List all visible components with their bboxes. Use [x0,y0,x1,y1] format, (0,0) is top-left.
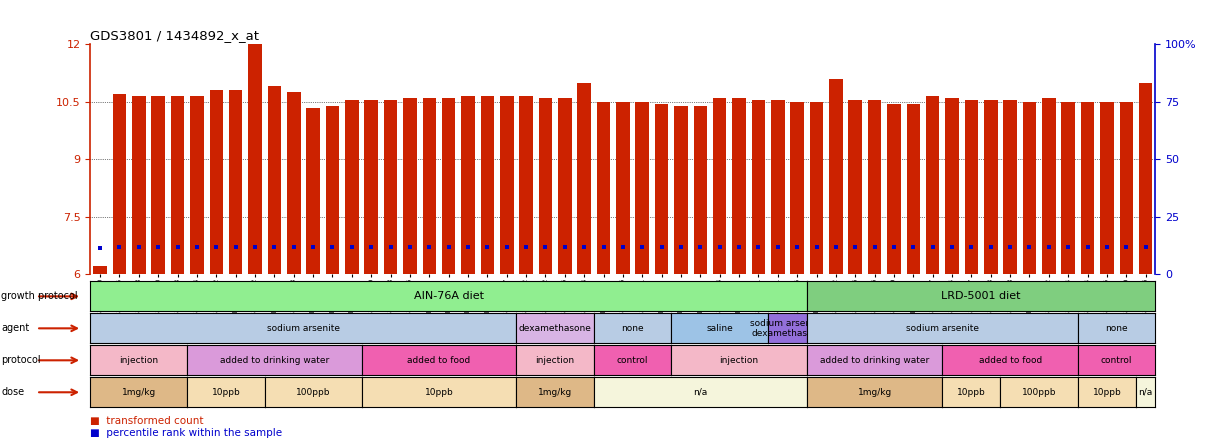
Text: control: control [616,356,649,365]
Bar [693,106,707,274]
Text: sodium arsenite,
dexamethasone: sodium arsenite, dexamethasone [750,319,825,338]
Bar [1061,102,1075,274]
Bar [984,100,997,274]
Text: sodium arsenite: sodium arsenite [906,324,979,333]
Bar [1138,83,1153,274]
Bar [829,79,843,274]
Text: injection: injection [720,356,759,365]
Bar [771,100,785,274]
Text: 1mg/kg: 1mg/kg [857,388,891,397]
Bar [171,96,185,274]
Bar [751,100,766,274]
Bar [578,83,591,274]
Text: n/a: n/a [1138,388,1153,397]
Text: dose: dose [1,387,24,397]
Bar [112,94,127,274]
Bar [403,98,417,274]
Text: growth protocol: growth protocol [1,291,78,301]
Bar [210,90,223,274]
Text: AIN-76A diet: AIN-76A diet [414,291,484,301]
Bar [326,106,339,274]
Bar [732,98,745,274]
Bar [965,100,978,274]
Text: GDS3801 / 1434892_x_at: GDS3801 / 1434892_x_at [90,29,259,42]
Bar [480,96,494,274]
Text: ■  transformed count: ■ transformed count [90,416,204,426]
Bar [809,102,824,274]
Bar [868,100,882,274]
Bar [1119,102,1134,274]
Text: added to drinking water: added to drinking water [219,356,329,365]
Bar [713,98,726,274]
Text: protocol: protocol [1,355,41,365]
Text: 10ppb: 10ppb [1093,388,1122,397]
Text: 10ppb: 10ppb [958,388,985,397]
Bar [1023,102,1036,274]
Text: 10ppb: 10ppb [425,388,453,397]
Bar [926,96,939,274]
Bar [907,104,920,274]
Bar [500,96,514,274]
Bar [946,98,959,274]
Bar [1100,102,1113,274]
Bar [287,92,300,274]
Bar [133,96,146,274]
Bar [268,87,281,274]
Bar [520,96,533,274]
Bar [441,98,456,274]
Text: 10ppb: 10ppb [211,388,240,397]
Bar [422,98,437,274]
Bar [248,44,262,274]
Bar [849,100,862,274]
Text: 1mg/kg: 1mg/kg [538,388,573,397]
Text: added to drinking water: added to drinking water [820,356,930,365]
Bar [191,96,204,274]
Bar [229,90,242,274]
Text: ■  percentile rank within the sample: ■ percentile rank within the sample [90,428,282,438]
Bar [616,102,630,274]
Bar [345,100,358,274]
Text: none: none [621,324,644,333]
Text: 1mg/kg: 1mg/kg [122,388,156,397]
Bar [558,98,572,274]
Bar [655,104,668,274]
Bar [539,98,552,274]
Text: injection: injection [119,356,158,365]
Bar [674,106,687,274]
Bar [364,100,377,274]
Text: LRD-5001 diet: LRD-5001 diet [942,291,1020,301]
Text: sodium arsenite: sodium arsenite [267,324,340,333]
Bar [597,102,610,274]
Bar [790,102,804,274]
Bar [888,104,901,274]
Text: control: control [1101,356,1132,365]
Text: injection: injection [535,356,575,365]
Bar [461,96,475,274]
Text: added to food: added to food [978,356,1042,365]
Text: added to food: added to food [408,356,470,365]
Bar [306,107,320,274]
Text: 100ppb: 100ppb [295,388,330,397]
Text: n/a: n/a [693,388,708,397]
Bar [152,96,165,274]
Bar [93,266,107,274]
Bar [1081,102,1094,274]
Text: dexamethasone: dexamethasone [519,324,592,333]
Text: saline: saline [707,324,733,333]
Text: 100ppb: 100ppb [1021,388,1056,397]
Text: none: none [1106,324,1128,333]
Text: agent: agent [1,323,29,333]
Bar [384,100,397,274]
Bar [1003,100,1017,274]
Bar [636,102,649,274]
Bar [1042,98,1055,274]
